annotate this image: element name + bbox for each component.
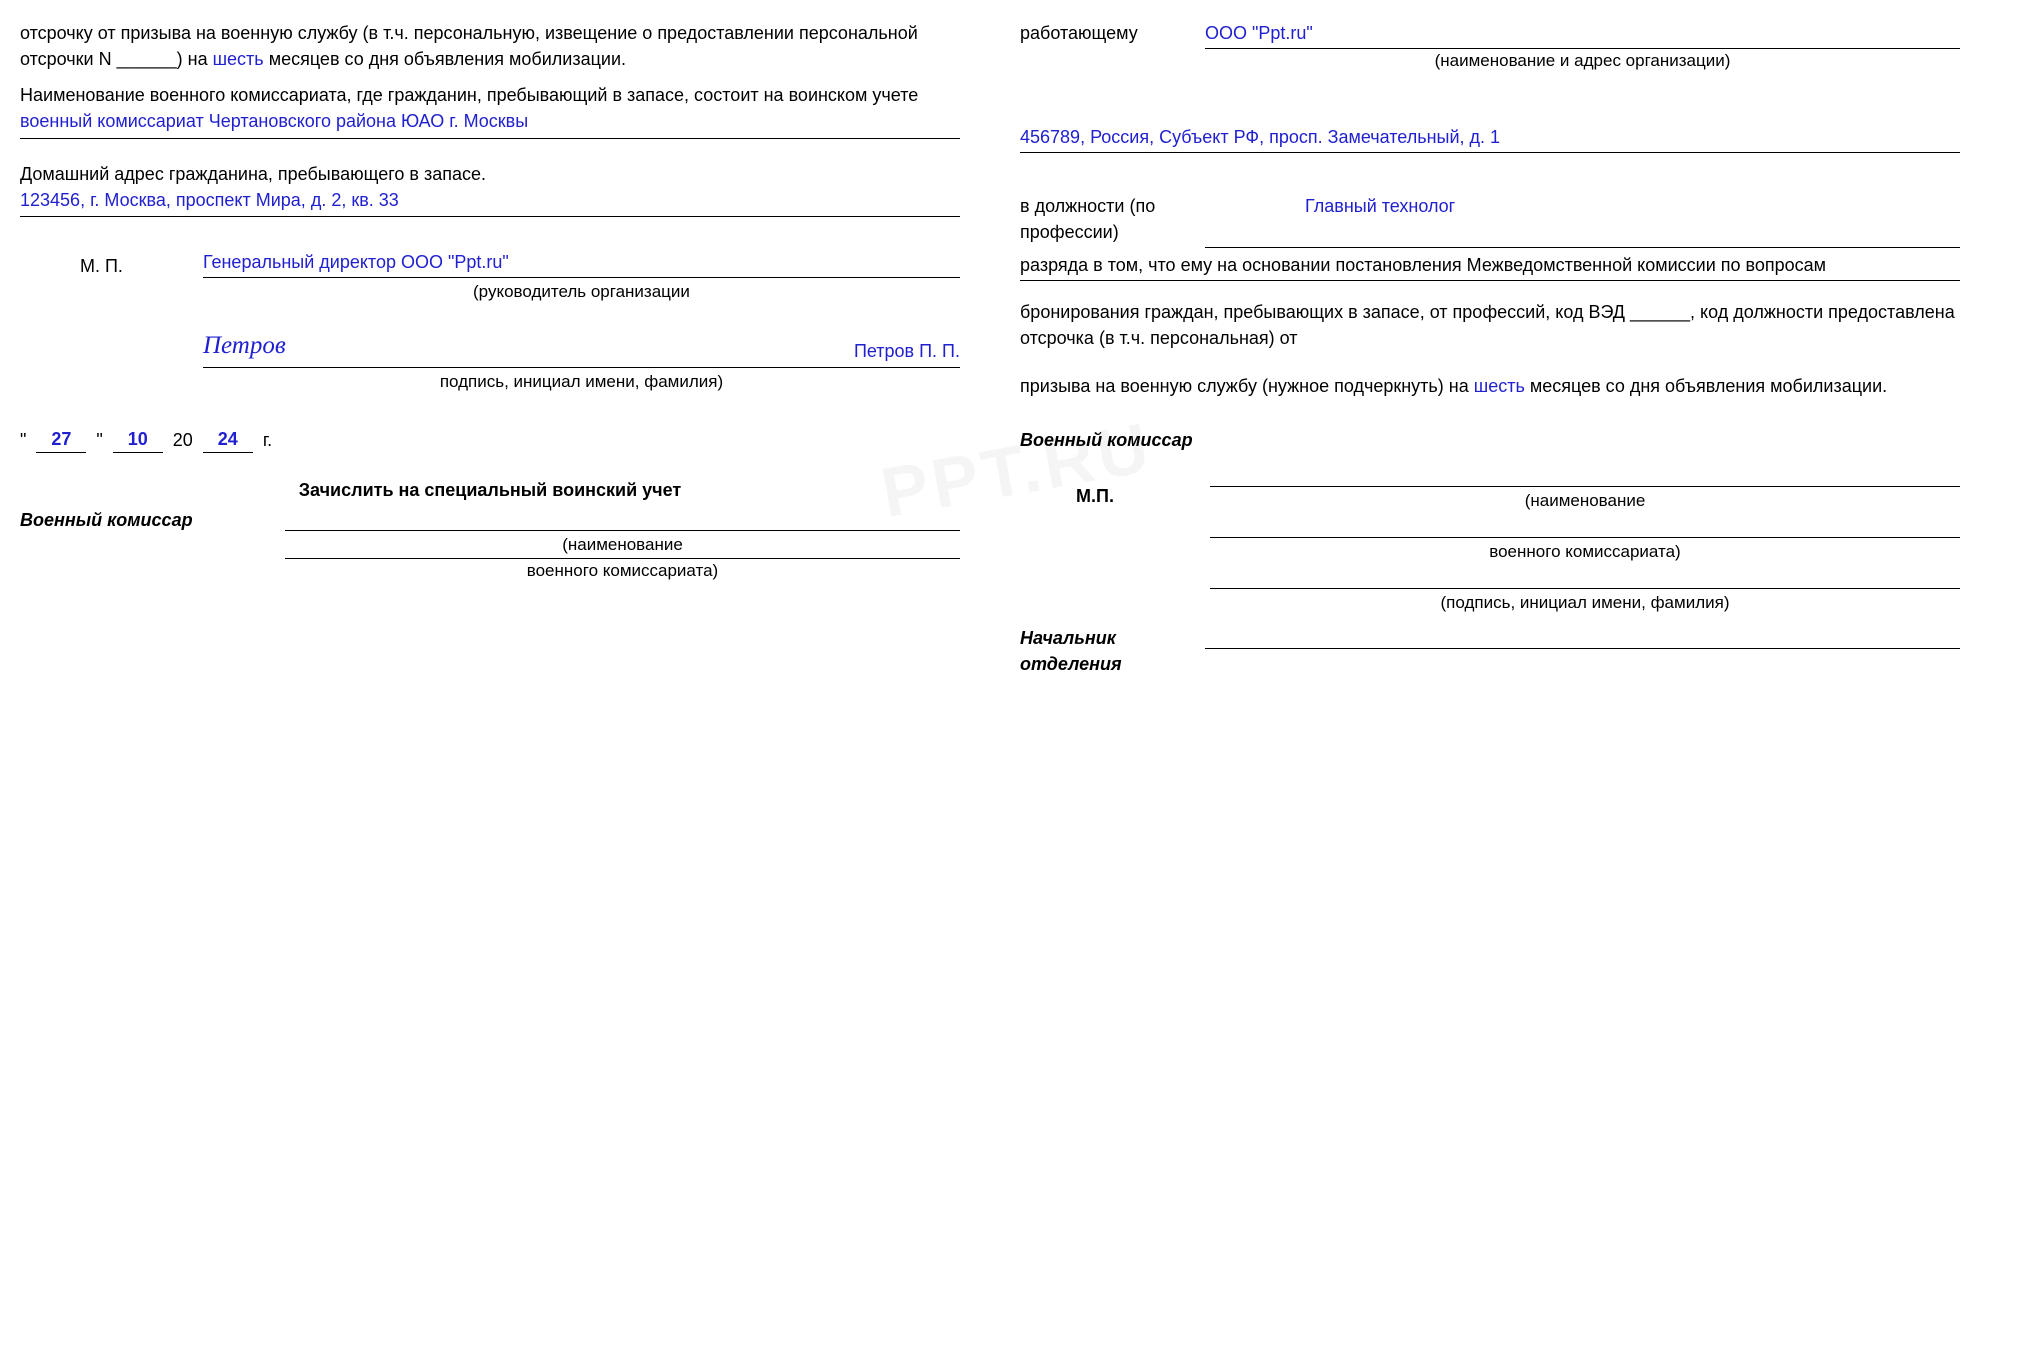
- position-row: в должности (по профессии) Главный техно…: [1020, 193, 1960, 248]
- home-address-value: 123456, г. Москва, проспект Мира, д. 2, …: [20, 187, 960, 216]
- underline: [1205, 625, 1960, 649]
- org-address: 456789, Россия, Субъект РФ, просп. Замеч…: [1020, 124, 1960, 153]
- director-title: Генеральный директор ООО "Ppt.ru": [203, 249, 960, 278]
- office-hint-1: (наименование: [285, 533, 960, 558]
- stamp-signature-row: М. П. Генеральный директор ООО "Ppt.ru" …: [20, 249, 960, 395]
- underline: [1210, 565, 1960, 589]
- reservation-paragraph-3: призыва на военную службу (нужное подчер…: [1020, 373, 1960, 399]
- text: месяцев со дня объявления мобилизации.: [1525, 376, 1887, 396]
- underline: [285, 507, 960, 531]
- text: призыва на военную службу (нужное подчер…: [1020, 376, 1474, 396]
- year-suffix: г.: [263, 427, 272, 453]
- year-prefix: 20: [173, 427, 193, 453]
- position-label: в должности (по профессии): [1020, 193, 1185, 245]
- signature-hint: (подпись, инициал имени, фамилия): [1210, 591, 1960, 616]
- stamp-label: М.П.: [1020, 463, 1170, 615]
- commissar-lines: (наименование военного комиссариата): [285, 507, 960, 583]
- months-value: шесть: [1474, 376, 1525, 396]
- reservation-paragraph-1: разряда в том, что ему на основании пост…: [1020, 252, 1960, 281]
- director-signature-block: Генеральный директор ООО "Ppt.ru" (руков…: [203, 249, 960, 395]
- signature-name: Петров П. П.: [854, 338, 960, 364]
- date-month: 10: [113, 426, 163, 453]
- commissar-row: Военный комиссар (наименование военного …: [20, 507, 960, 583]
- underline: [1205, 247, 1960, 248]
- military-office-block: Наименование военного комиссариата, где …: [20, 82, 960, 134]
- signature-line: Петров Петров П. П.: [203, 328, 960, 367]
- right-column: работающему ООО "Ppt.ru" (наименование и…: [1020, 20, 1960, 678]
- signature-hint: подпись, инициал имени, фамилия): [203, 370, 960, 395]
- deferral-paragraph: отсрочку от призыва на военную службу (в…: [20, 20, 960, 72]
- military-office-value: военный комиссариат Чертановского района…: [20, 111, 528, 131]
- dept-head-row: Начальник отделения: [1020, 625, 1960, 677]
- military-office-label: Наименование военного комиссариата, где …: [20, 85, 918, 105]
- enlist-heading: Зачислить на специальный воинский учет: [20, 477, 960, 503]
- underline: [20, 138, 960, 139]
- office-hint-1: (наименование: [1210, 489, 1960, 514]
- months-value: шесть: [213, 49, 264, 69]
- director-hint: (руководитель организации: [203, 280, 960, 305]
- quote: ": [96, 427, 102, 453]
- text: месяцев со дня объявления мобилизации.: [264, 49, 626, 69]
- position-value: Главный технолог: [1205, 193, 1960, 219]
- office-hint-2: военного комиссариата): [1210, 540, 1960, 565]
- document-page: отсрочку от призыва на военную службу (в…: [20, 20, 1960, 678]
- office-hint-2: военного комиссариата): [285, 559, 960, 584]
- underline: [1210, 463, 1960, 487]
- org-hint: (наименование и адрес организации): [1205, 49, 1960, 74]
- commissar-label: Военный комиссар: [1020, 427, 1960, 453]
- dept-head-line-block: [1205, 625, 1960, 651]
- left-column: отсрочку от призыва на военную службу (в…: [20, 20, 960, 678]
- commissar-lines: (наименование военного комиссариата) (по…: [1210, 463, 1960, 615]
- employer-block: ООО "Ppt.ru" (наименование и адрес орган…: [1205, 20, 1960, 74]
- quote: ": [20, 427, 26, 453]
- underline: [1210, 514, 1960, 538]
- home-address-label: Домашний адрес гражданина, пребывающего …: [20, 161, 960, 187]
- date-day: 27: [36, 426, 86, 453]
- stamp-label: М. П.: [20, 249, 123, 279]
- org-name: ООО "Ppt.ru": [1205, 20, 1960, 49]
- employer-row: работающему ООО "Ppt.ru" (наименование и…: [1020, 20, 1960, 74]
- date-year: 24: [203, 426, 253, 453]
- working-label: работающему: [1020, 20, 1185, 46]
- signature-script: Петров: [203, 328, 286, 364]
- commissar-signature-block: М.П. (наименование военного комиссариата…: [1020, 463, 1960, 615]
- commissar-label: Военный комиссар: [20, 507, 270, 533]
- date-row: " 27 " 10 20 24 г.: [20, 426, 960, 453]
- reservation-paragraph-2: бронирования граждан, пребывающих в запа…: [1020, 299, 1960, 351]
- dept-head-label: Начальник отделения: [1020, 625, 1185, 677]
- position-value-block: Главный технолог: [1205, 193, 1960, 248]
